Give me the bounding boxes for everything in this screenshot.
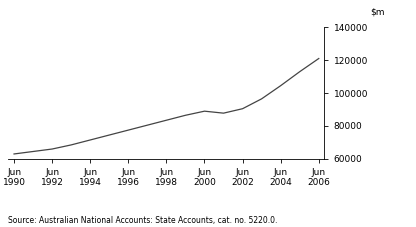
Text: Source: Australian National Accounts: State Accounts, cat. no. 5220.0.: Source: Australian National Accounts: St… [8,216,278,225]
Text: $m: $m [370,7,384,16]
